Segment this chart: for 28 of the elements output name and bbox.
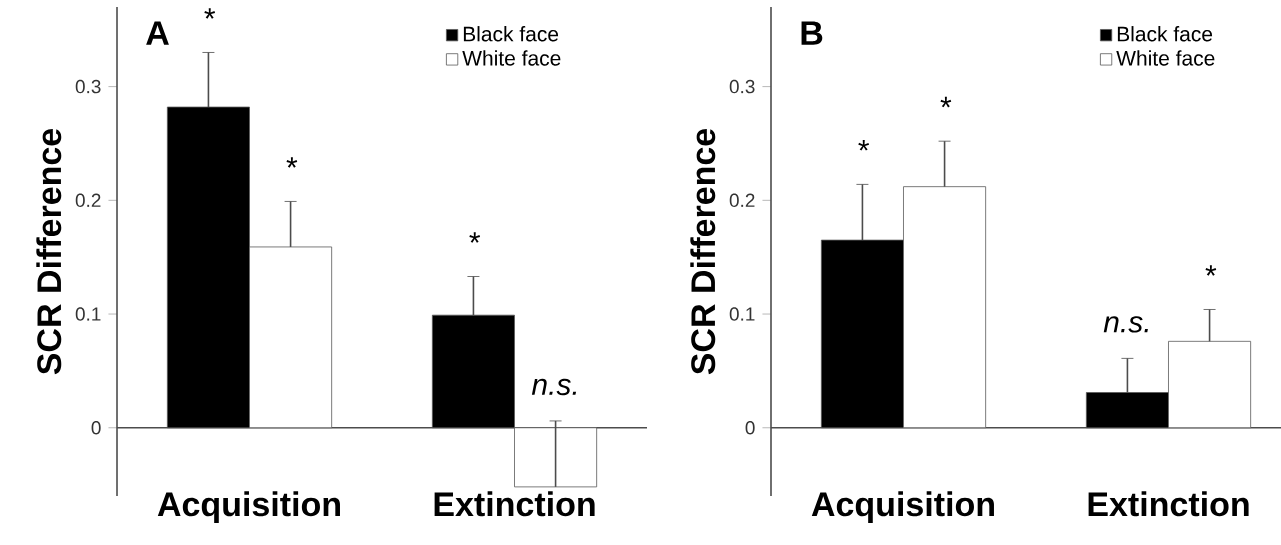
x-tick-label: Acquisition	[157, 491, 340, 524]
y-axis-title: SCR Difference	[690, 128, 716, 375]
y-tick-label: 0.1	[729, 307, 755, 321]
legend-label: White face	[462, 50, 561, 66]
y-tick-label: 0	[91, 421, 101, 435]
x-tick-label: Extinction	[434, 491, 595, 517]
annotation: *	[204, 8, 216, 19]
y-tick-label: 0.1	[75, 307, 101, 321]
x-tick-label: Acquisition	[811, 491, 994, 524]
y-tick-label: 0.3	[729, 79, 755, 94]
annotation: *	[469, 232, 481, 243]
y-tick-label: 0.2	[729, 193, 755, 208]
annotation: *	[286, 157, 298, 168]
chart-title: B	[801, 21, 823, 45]
y-tick-label: 0	[745, 421, 755, 435]
y-axis-title: SCR Difference	[36, 128, 62, 375]
legend-label: Black face	[1117, 26, 1213, 42]
chart-title: A	[146, 21, 169, 45]
legend-label: White face	[1116, 50, 1215, 66]
annotation: *	[1205, 265, 1217, 276]
y-tick-label: 0.2	[75, 193, 101, 208]
annotation: *	[858, 140, 870, 151]
x-tick-label: Extinction	[1088, 491, 1249, 517]
y-tick-label: 0.3	[75, 79, 101, 94]
annotation: *	[940, 96, 952, 108]
annotation: n.s.	[1103, 316, 1148, 333]
annotation: n.s.	[531, 378, 577, 396]
legend-label: Black face	[463, 26, 559, 42]
